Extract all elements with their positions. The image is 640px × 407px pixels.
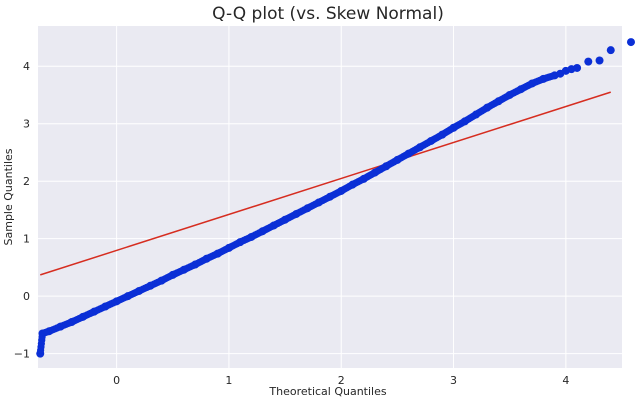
x-axis-label: Theoretical Quantiles	[268, 385, 386, 398]
y-tick-label: 1	[23, 233, 30, 246]
x-tick-labels: 0 1 2 3 4	[113, 374, 569, 387]
grid-lines	[38, 26, 622, 368]
data-point	[549, 72, 557, 80]
y-tick-label: 3	[23, 118, 30, 131]
data-point	[606, 46, 615, 55]
data-point	[584, 57, 593, 66]
chart-title: Q-Q plot (vs. Skew Normal)	[212, 4, 444, 24]
data-point	[626, 38, 635, 47]
reference-line	[40, 91, 611, 276]
x-tick-label: 3	[450, 374, 457, 387]
y-tick-label: 4	[23, 60, 30, 73]
reference-line-layer	[40, 91, 611, 276]
y-tick-label: 0	[23, 290, 30, 303]
y-axis-label: Sample Quantiles	[2, 148, 15, 245]
data-point	[595, 56, 604, 65]
x-tick-label: 0	[113, 374, 120, 387]
points-layer	[36, 38, 635, 358]
y-tick-label: 2	[23, 175, 30, 188]
x-tick-label: 1	[225, 374, 232, 387]
x-tick-label: 2	[338, 374, 345, 387]
x-tick-label: 4	[562, 374, 569, 387]
y-tick-label: −1	[14, 348, 30, 361]
y-tick-labels: −1 0 1 2 3 4	[14, 60, 30, 360]
data-point	[573, 63, 582, 72]
